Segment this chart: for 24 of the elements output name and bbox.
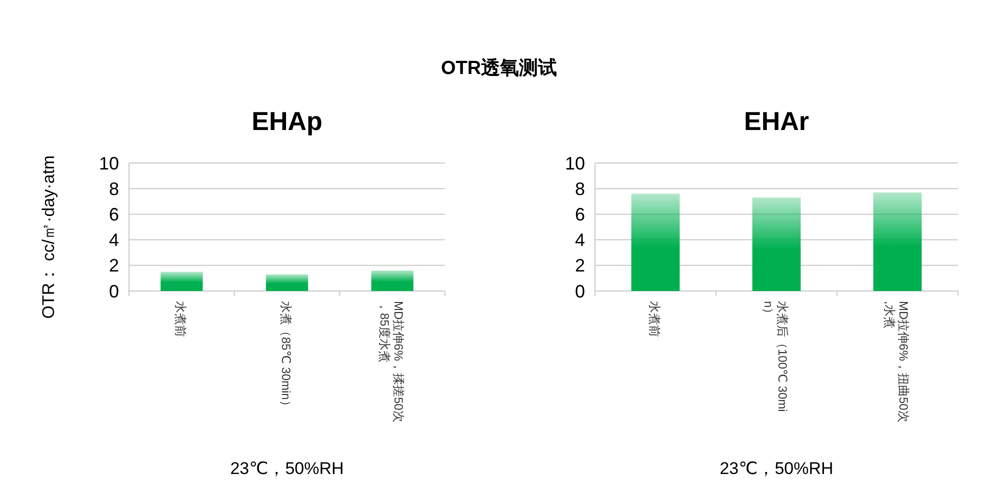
- y-tick-label: 6: [574, 204, 585, 224]
- x-tick-label: 水煮前: [174, 301, 188, 337]
- y-tick-label: 0: [574, 281, 585, 302]
- y-tick-label: 4: [574, 230, 585, 250]
- y-tick-label: 10: [98, 153, 119, 174]
- y-tick-label: 6: [108, 204, 119, 224]
- chart-title: EHAr: [744, 106, 810, 136]
- text: OTR透氧测试: [440, 57, 558, 79]
- text: 23℃，50%RH: [720, 459, 834, 478]
- y-tick-label: 4: [108, 230, 119, 250]
- y-tick-label: 2: [574, 256, 585, 276]
- text: 23℃，50%RH: [230, 459, 344, 478]
- y-tick-label: 0: [108, 281, 119, 302]
- x-tick-label: MD拉伸6%，扭曲50次,水煮: [882, 301, 910, 422]
- y-tick-label: 8: [108, 178, 119, 199]
- x-tick-label: 水煮（85℃ 30min）: [279, 301, 293, 412]
- x-tick-label: 水煮前: [648, 301, 662, 337]
- y-tick-label: 8: [574, 178, 585, 199]
- y-tick-label: 10: [564, 153, 585, 174]
- chart-title: EHAp: [252, 106, 322, 136]
- x-tick-label: MD拉伸6%，揉搓50次，85度水煮: [377, 301, 406, 422]
- x-tick-label: 水煮后（100℃ 30min）: [762, 301, 790, 412]
- y-axis-title: OTR： cc/㎡·day·atm: [39, 155, 58, 319]
- y-tick-label: 2: [108, 256, 119, 276]
